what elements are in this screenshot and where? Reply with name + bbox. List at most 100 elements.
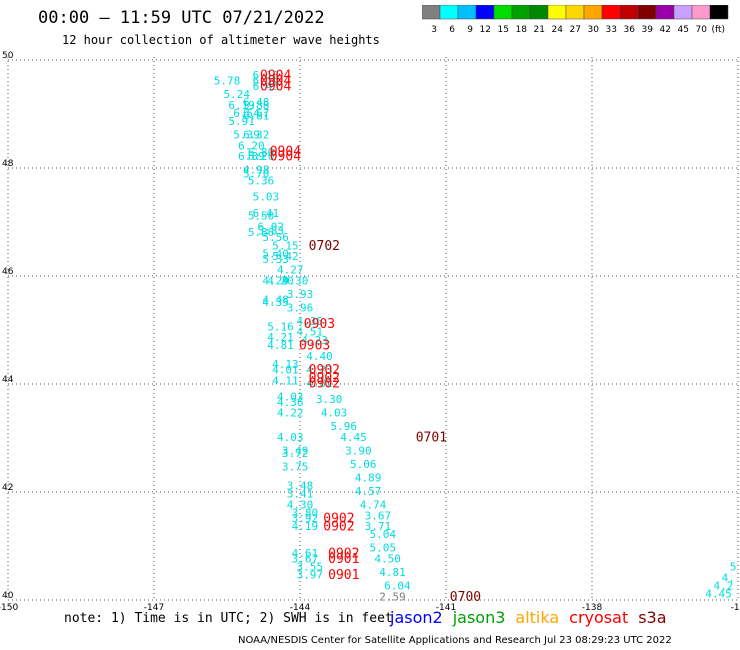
pass-time-label: 0901 [328, 568, 359, 583]
wave-height-label: 3.48 [287, 480, 314, 493]
y-tick-label: 40 [2, 591, 14, 601]
wave-height-label: 5.36 [248, 175, 275, 188]
wave-height-label: 3.97 [296, 569, 323, 582]
wave-height-label: 4.89 [355, 472, 382, 485]
wave-height-label: 3.96 [287, 301, 314, 314]
satellite-label: s3a [638, 608, 667, 627]
x-tick-label: -150 [0, 603, 18, 610]
wave-height-label: 6.02 [258, 220, 285, 233]
x-tick-label: -13 [731, 603, 740, 610]
wave-height-map: -150 -147 -144 -141 -138 -13 50 48 46 44 42 40 6.13… [0, 51, 740, 610]
wave-height-label: 5.50 [248, 210, 275, 223]
wave-height-label: 4. [722, 571, 735, 584]
credit-line: NOAA/NESDIS Center for Satellite Applica… [238, 635, 672, 646]
wave-height-label: 3.49 [282, 445, 309, 458]
wave-height-label: 3.55 [296, 561, 323, 574]
note-text: note: 1) Time is in UTC; 2) SWH is in fe… [64, 611, 393, 626]
wave-height-label: 4.27 [277, 264, 304, 277]
wave-height-label: 5.33 [262, 253, 289, 266]
pass-time-label: 0901 [328, 552, 359, 567]
pass-time-label: 0904 [260, 69, 291, 84]
wave-height-label: 5.86 [248, 226, 275, 239]
wave-height-label: 4.01 [272, 364, 299, 377]
wave-height-label: 6.48 [243, 96, 270, 109]
color-scale-label: 36 [624, 25, 636, 35]
wave-height-label: 3.41 [287, 488, 314, 501]
wave-height-label: 4.35 [262, 296, 289, 309]
color-scale-label: 33 [606, 25, 617, 35]
wave-height-label: 6.80 [248, 146, 275, 159]
wave-height-label: 5.05 [369, 542, 396, 555]
color-scale-label: 27 [570, 25, 581, 35]
wave-height-label: 4.13 [272, 358, 299, 371]
pass-time-label: 0702 [309, 239, 340, 254]
wave-height-label: 4.03 [277, 431, 304, 444]
wave-height-label: 4.03 [277, 391, 304, 404]
wave-height-label: 6.81 [243, 110, 270, 123]
wave-height-label: 5.16 [267, 320, 294, 333]
wave-height-label: 4.35 [296, 315, 323, 328]
color-scale-label: 39 [642, 25, 654, 35]
wave-height-label: 5.56 [262, 231, 289, 244]
wave-height-label: 5.96 [331, 420, 358, 433]
wave-height-label: 4.45 [705, 588, 732, 601]
wave-height-label: 3.67 [292, 553, 319, 566]
plot-area [8, 57, 738, 600]
data-points: 6.136.195.78 6.455.246.486.195.886.546.67… [214, 69, 737, 605]
satellite-label: jason2 [390, 608, 443, 627]
pass-time-label: 0701 [416, 431, 447, 446]
axis-tick-labels: -150 -147 -144 -141 -138 -13 50 48 46 44 42 40 [0, 51, 740, 610]
wave-height-label: 3.30 [316, 393, 343, 406]
x-tick-label: -147 [144, 603, 164, 610]
wave-height-label: 4.36 [277, 396, 304, 409]
wave-height-label: 5 [730, 561, 737, 574]
color-scale-label: 24 [552, 25, 564, 35]
wave-height-label: 6.20 [248, 150, 275, 163]
chart-title: 00:00 – 11:59 UTC 07/21/2022 [38, 8, 325, 28]
pass-time-label: 0902 [309, 371, 340, 386]
wave-height-label: 5.03 [253, 191, 280, 204]
wave-height-label: 5.04 [369, 528, 396, 541]
wave-height-label: 4.81 [267, 339, 294, 352]
color-scale-label: 6 [449, 25, 455, 35]
satellite-label: cryosat [569, 608, 629, 627]
wave-height-label: 4.11 [272, 374, 299, 387]
color-scale-label: 45 [678, 25, 689, 35]
pass-time-label: 0902 [309, 363, 340, 378]
color-scale-label: 9 [467, 25, 473, 35]
wave-height-label: 6.20 [238, 139, 265, 152]
wave-height-label: 4.20 [267, 274, 294, 287]
pass-time-label: 0902 [323, 512, 354, 527]
grid-lines [7, 57, 739, 601]
pass-time-label: 0903 [304, 317, 335, 332]
wave-height-label: 3.90 [345, 445, 372, 458]
y-tick-label: 48 [2, 159, 14, 169]
wave-height-label: 4.30 [282, 274, 309, 287]
wave-height-label: 6.04 [384, 580, 411, 593]
satellite-legend: jason2 jason3 altika cryosat s3a [390, 608, 677, 627]
wave-height-label: 5.15 [272, 239, 299, 252]
pass-time-label: 0700 [450, 590, 481, 605]
x-tick-label: -138 [582, 603, 603, 610]
wave-height-label: 2.59 [379, 590, 406, 603]
wave-height-label: 3.71 [365, 520, 392, 533]
wave-height-label: 4.23 [306, 364, 333, 377]
wave-height-label: 3.75 [282, 461, 309, 474]
wave-height-label: 5.24 [223, 88, 250, 101]
wave-height-label: 6.19 [253, 75, 280, 88]
pass-time-label: 0904 [270, 144, 301, 159]
color-scale-label: 30 [588, 25, 600, 35]
color-swatch [709, 5, 729, 20]
wave-height-label: 3.92 [292, 512, 319, 525]
y-tick-label: 42 [2, 483, 13, 493]
pass-time-label: 0902 [323, 520, 354, 535]
wave-height-label: 4.51 [296, 326, 323, 339]
wave-height-label: 3.72 [282, 447, 309, 460]
pass-time-label: 0902 [309, 377, 340, 392]
wave-height-label: 4.30 [287, 499, 314, 512]
wave-height-label: 4.81 [379, 566, 406, 579]
wave-height-label: 5.78 [214, 75, 241, 88]
wave-height-label: 5.91 [228, 115, 255, 128]
pass-time-label: 0904 [260, 80, 291, 95]
wave-height-label: 4.61 [292, 547, 319, 560]
